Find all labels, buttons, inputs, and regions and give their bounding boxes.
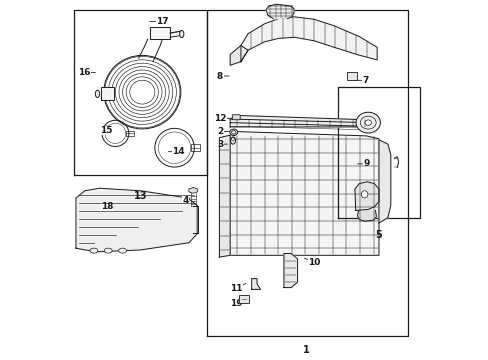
Polygon shape bbox=[354, 182, 378, 211]
Text: 2: 2 bbox=[217, 127, 223, 136]
Text: 6: 6 bbox=[362, 118, 368, 127]
Text: 11: 11 bbox=[229, 284, 242, 293]
Bar bbox=[190, 144, 200, 151]
Polygon shape bbox=[230, 116, 366, 127]
Text: 17: 17 bbox=[156, 17, 169, 26]
Ellipse shape bbox=[229, 129, 237, 135]
Ellipse shape bbox=[361, 191, 367, 198]
Polygon shape bbox=[251, 279, 260, 289]
Text: 12: 12 bbox=[213, 114, 226, 123]
Polygon shape bbox=[230, 132, 378, 255]
Text: 18: 18 bbox=[101, 202, 113, 211]
Polygon shape bbox=[265, 4, 293, 19]
Text: 10: 10 bbox=[307, 258, 320, 267]
Bar bbox=[346, 72, 356, 80]
Bar bbox=[150, 27, 170, 40]
Text: 4: 4 bbox=[182, 196, 188, 205]
Ellipse shape bbox=[119, 248, 126, 253]
Text: 13: 13 bbox=[134, 191, 147, 201]
Ellipse shape bbox=[230, 137, 235, 144]
Text: 7: 7 bbox=[362, 76, 368, 85]
Text: 1: 1 bbox=[302, 345, 309, 355]
Text: 15: 15 bbox=[100, 126, 112, 135]
Bar bbox=[126, 131, 134, 136]
Polygon shape bbox=[357, 211, 376, 221]
Text: 3: 3 bbox=[217, 140, 223, 149]
Polygon shape bbox=[241, 17, 376, 62]
Text: 16: 16 bbox=[78, 68, 90, 77]
Text: 19: 19 bbox=[229, 299, 242, 308]
Polygon shape bbox=[378, 140, 390, 223]
Ellipse shape bbox=[104, 248, 112, 253]
Polygon shape bbox=[284, 253, 297, 288]
Ellipse shape bbox=[90, 248, 98, 253]
Text: 8: 8 bbox=[217, 72, 223, 81]
Ellipse shape bbox=[179, 31, 183, 38]
Text: 9: 9 bbox=[363, 159, 369, 168]
Text: 14: 14 bbox=[172, 147, 184, 156]
Ellipse shape bbox=[364, 120, 371, 125]
Polygon shape bbox=[219, 135, 230, 257]
Text: 5: 5 bbox=[375, 230, 382, 240]
Polygon shape bbox=[76, 188, 197, 252]
Polygon shape bbox=[230, 45, 247, 65]
Bar bbox=[101, 87, 114, 100]
Polygon shape bbox=[188, 188, 197, 193]
Bar bbox=[238, 296, 248, 303]
Ellipse shape bbox=[95, 90, 100, 98]
Ellipse shape bbox=[355, 112, 380, 133]
FancyBboxPatch shape bbox=[232, 115, 240, 120]
